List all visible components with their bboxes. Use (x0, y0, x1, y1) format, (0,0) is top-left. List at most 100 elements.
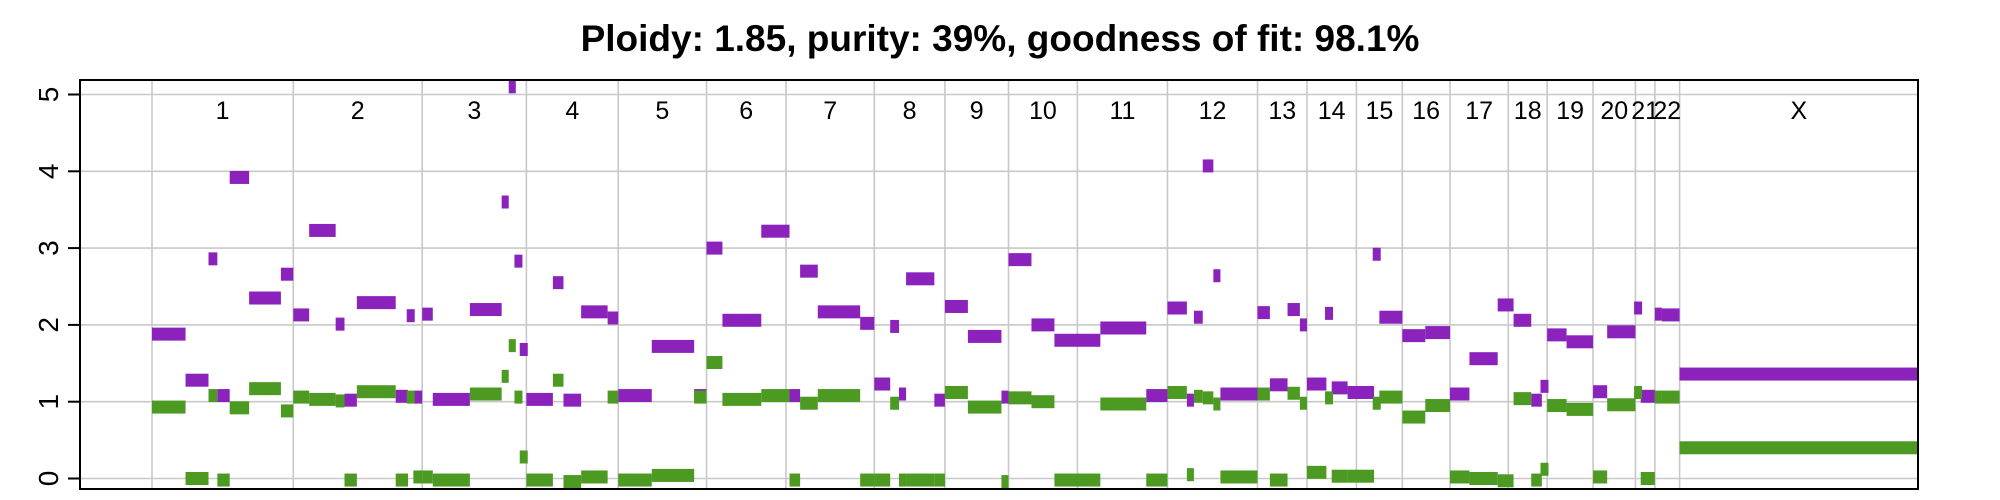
major-segment (1202, 159, 1214, 173)
minor-segment (1540, 462, 1549, 476)
minor-segment (1593, 470, 1608, 484)
y-tick-label: 3 (33, 240, 64, 256)
major-segment (651, 339, 695, 353)
major-segment (356, 296, 396, 310)
major-segment (1306, 377, 1327, 391)
major-segment (293, 308, 310, 322)
major-segment (1299, 318, 1307, 332)
major-segment (789, 389, 801, 403)
chromosome-label: 13 (1268, 97, 1296, 125)
minor-segment (501, 369, 509, 383)
major-segment (1593, 385, 1608, 399)
minor-segment (152, 400, 186, 414)
major-segment (1372, 247, 1381, 261)
minor-segment (1547, 399, 1567, 413)
major-segment (1513, 313, 1532, 327)
major-segment (508, 80, 516, 94)
major-segment (934, 393, 945, 407)
major-segment (432, 392, 470, 406)
minor-segment (1654, 390, 1662, 404)
minor-segment (1679, 441, 1918, 455)
major-segment (1186, 393, 1194, 407)
chromosome-label: 20 (1600, 97, 1628, 125)
minor-segment (356, 385, 396, 399)
major-segment (722, 313, 762, 327)
major-segment (899, 387, 907, 401)
minor-segment (860, 473, 875, 487)
y-tick-label: 5 (33, 87, 64, 103)
minor-segment (469, 387, 502, 401)
minor-segment (899, 473, 907, 487)
major-segment (890, 319, 900, 333)
major-segment (874, 377, 891, 391)
major-segment (1450, 387, 1470, 401)
minor-segment (1469, 472, 1498, 485)
major-segment (1531, 393, 1542, 407)
major-segment (581, 305, 608, 319)
major-segment (1679, 367, 1918, 381)
major-segment (1379, 310, 1403, 324)
minor-segment (1202, 391, 1214, 405)
major-segment (1008, 253, 1032, 267)
minor-segment (1220, 470, 1258, 484)
minor-segment (519, 450, 528, 464)
minor-segment (1186, 468, 1194, 482)
minor-segment (1146, 473, 1168, 487)
major-segment (1497, 298, 1514, 312)
major-segment (1054, 333, 1101, 347)
chromosome-label: 5 (655, 97, 669, 125)
minor-segment (335, 394, 345, 408)
chromosome-label: 14 (1318, 97, 1346, 125)
chromosome-label: 4 (565, 97, 579, 125)
major-segment (344, 393, 357, 407)
major-segment (514, 254, 523, 268)
major-segment (1425, 326, 1451, 340)
y-tick-label: 1 (33, 394, 64, 410)
minor-segment (508, 339, 516, 353)
major-segment (1167, 301, 1187, 315)
major-segment (1654, 307, 1662, 321)
major-segment (967, 329, 1002, 343)
chromosome-label: 1 (216, 97, 230, 125)
minor-segment (1269, 473, 1288, 487)
major-segment (607, 311, 619, 325)
minor-segment (1379, 390, 1403, 404)
chromosome-label: 8 (903, 97, 917, 125)
plot-frame (79, 79, 1919, 490)
minor-segment (1661, 390, 1680, 404)
grid-lines (80, 80, 1918, 489)
minor-segment (413, 470, 423, 484)
minor-segment (1287, 386, 1300, 400)
major-segment (1347, 385, 1375, 399)
major-segment (519, 342, 528, 356)
y-tick-label: 4 (33, 164, 64, 180)
major-segment (1661, 308, 1680, 322)
major-segment (618, 389, 652, 403)
major-segment (413, 390, 423, 404)
major-segment (1547, 328, 1567, 342)
major-segment (1331, 381, 1348, 395)
major-segment (229, 170, 250, 184)
major-segment (1640, 389, 1655, 403)
major-segment (1607, 325, 1636, 339)
minor-segment (651, 468, 695, 482)
chromosome-label: 2 (351, 97, 365, 125)
minor-segment (552, 373, 564, 387)
minor-segment (526, 473, 553, 487)
minor-segment (249, 382, 281, 396)
major-segment (406, 309, 415, 323)
minor-segment (874, 473, 891, 487)
minor-segment (1213, 397, 1221, 411)
minor-segment (185, 472, 209, 485)
minor-segment (581, 470, 608, 484)
minor-segment (1607, 398, 1636, 412)
minor-segment (1347, 469, 1375, 483)
major-segment (1213, 269, 1221, 283)
minor-segment (1450, 470, 1470, 484)
major-segment (335, 317, 345, 331)
major-segment (185, 373, 209, 387)
major-segment (860, 316, 875, 330)
chromosome-label: 15 (1365, 97, 1393, 125)
minor-segment (1008, 391, 1032, 405)
